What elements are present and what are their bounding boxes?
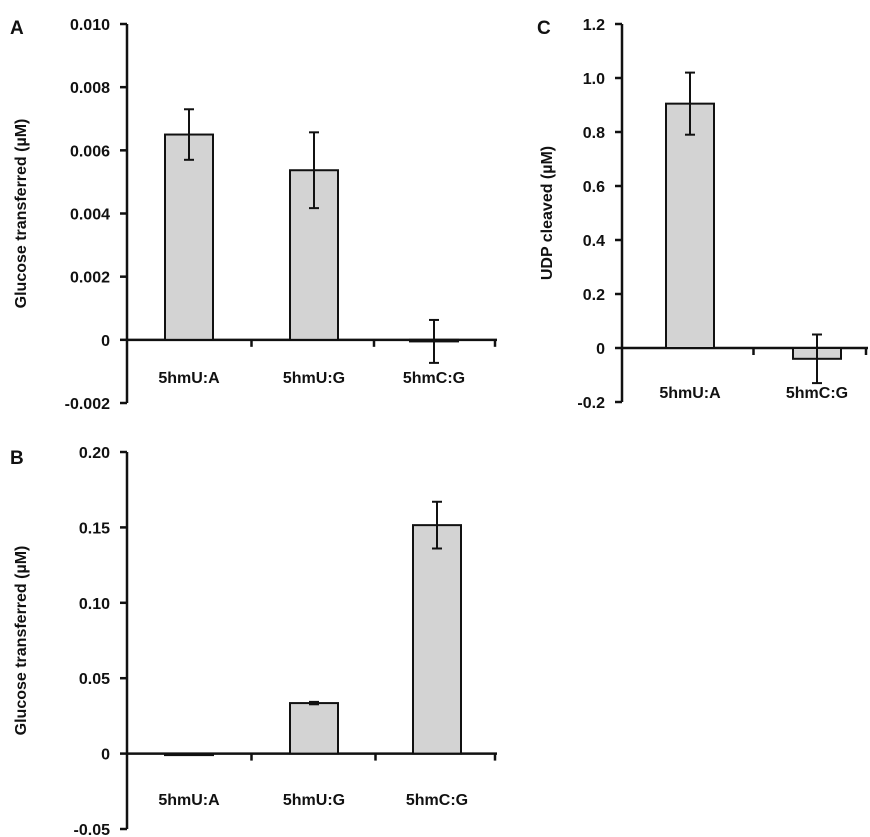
y-tick-label-c: 1.2	[583, 17, 605, 34]
category-label-c: 5hmU:A	[659, 385, 721, 402]
panel-letter-b: B	[10, 448, 24, 469]
panel-b: B -0.05 0 0.05 0.10 0.15 0.20 5hmU:A 5hmU:G 5hmC:…	[10, 445, 497, 837]
y-tick-label-c: 0	[596, 341, 605, 358]
category-label-a: 5hmC:G	[403, 370, 465, 387]
y-axis-title-a: Glucose transferred (µM)	[13, 119, 30, 309]
y-tick-label-c: 1.0	[583, 71, 605, 88]
y-tick-label-c: -0.2	[577, 395, 605, 412]
y-tick-label-a: 0.004	[70, 207, 110, 224]
y-axis-title-b: Glucose transferred (µM)	[13, 546, 30, 736]
bar-b	[412, 524, 462, 755]
category-label-b: 5hmU:G	[283, 792, 345, 809]
panel-c: C -0.2 0 0.2 0.4 0.6 0.8 1.0 1.2 5hmU:A 5hmC:G UDP …	[537, 17, 868, 412]
y-tick-label-a: 0.002	[70, 270, 110, 287]
panel-a: A -0.002 0 0.002 0.004 0.006 0.008 0.010 5hmU:A 5…	[10, 17, 497, 413]
y-tick-label-b: 0	[101, 747, 110, 764]
bar-a	[164, 133, 214, 341]
y-tick-label-b: -0.05	[74, 822, 111, 837]
y-tick-label-a: 0.006	[70, 143, 110, 160]
category-label-b: 5hmC:G	[406, 792, 468, 809]
y-tick-label-b: 0.05	[79, 671, 110, 688]
y-tick-label-c: 0.6	[583, 179, 605, 196]
y-tick-label-b: 0.15	[79, 520, 110, 537]
category-label-a: 5hmU:A	[158, 370, 220, 387]
y-tick-label-a: 0	[101, 333, 110, 350]
panel-letter-c: C	[537, 18, 551, 39]
y-tick-label-c: 0.4	[583, 233, 605, 250]
y-axis-title-c: UDP cleaved (µM)	[539, 146, 556, 280]
y-tick-label-b: 0.20	[79, 445, 110, 462]
category-label-b: 5hmU:A	[158, 792, 220, 809]
y-tick-label-a: 0.010	[70, 17, 110, 34]
y-tick-label-c: 0.8	[583, 125, 605, 142]
y-tick-label-a: 0.008	[70, 80, 110, 97]
bar-c	[665, 102, 715, 350]
panel-letter-a: A	[10, 18, 24, 39]
bar-b	[164, 752, 214, 757]
category-label-a: 5hmU:G	[283, 370, 345, 387]
bar-b	[289, 702, 339, 755]
y-tick-label-c: 0.2	[583, 287, 605, 304]
category-label-c: 5hmC:G	[786, 385, 848, 402]
y-tick-label-b: 0.10	[79, 596, 110, 613]
y-tick-label-a: -0.002	[65, 396, 110, 413]
